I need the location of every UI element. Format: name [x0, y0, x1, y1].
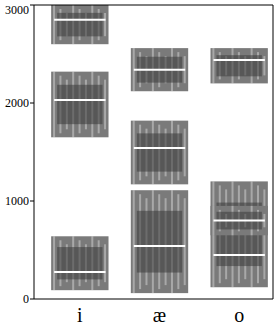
formant-line: [213, 220, 264, 222]
band-texture: [184, 129, 186, 177]
band-texture: [133, 121, 135, 185]
chart-svg: 0 1000 2000 3000 i æ o: [0, 0, 278, 330]
x-axis: [34, 299, 273, 300]
band-core: [57, 85, 102, 124]
band-texture: [133, 190, 135, 293]
band-texture: [53, 5, 55, 44]
band-core: [137, 211, 182, 273]
formant-line: [54, 271, 105, 273]
x-tick-label: æ: [153, 304, 166, 326]
frame: [34, 5, 273, 6]
y-tick-label: 1000: [5, 194, 29, 208]
band-texture: [232, 181, 234, 287]
band-core: [57, 247, 102, 279]
y-tick-label: 3000: [5, 3, 29, 17]
band-core: [216, 55, 261, 76]
band-texture: [212, 181, 214, 287]
formant-band: [210, 181, 267, 287]
x-tick-label: i: [77, 304, 83, 326]
formant-band: [51, 5, 108, 44]
band-texture: [104, 80, 106, 130]
y-tick: [30, 299, 34, 300]
frame: [273, 5, 274, 299]
plot-area: [51, 5, 268, 293]
formant-band: [210, 206, 267, 235]
formant-band: [131, 121, 188, 185]
formant-band: [51, 72, 108, 138]
formant-line: [54, 19, 105, 21]
y-tick: [30, 103, 34, 104]
chart-container: 0 1000 2000 3000 i æ o: [0, 0, 278, 330]
band-texture: [104, 244, 106, 282]
y-tick-label: 0: [23, 292, 29, 306]
formant-band: [210, 48, 267, 83]
band-texture: [184, 198, 186, 285]
formant-line: [213, 59, 264, 61]
formant-band: [131, 48, 188, 91]
band-texture: [53, 72, 55, 138]
formant-band: [131, 190, 188, 293]
band-texture: [251, 181, 253, 287]
band-core: [137, 133, 182, 171]
formant-band: [51, 236, 108, 290]
y-tick: [30, 201, 34, 202]
formant-line: [54, 99, 105, 101]
formant-line: [134, 69, 185, 71]
band-core: [57, 13, 102, 37]
band-texture: [104, 13, 106, 36]
x-tick-label: o: [234, 304, 244, 326]
y-tick: [30, 5, 34, 6]
y-axis: [34, 5, 35, 299]
formant-line: [134, 245, 185, 247]
y-tick-label: 2000: [5, 96, 29, 110]
formant-line: [134, 147, 185, 149]
band-texture: [212, 48, 214, 83]
band-texture: [53, 236, 55, 290]
formant-line: [213, 254, 264, 256]
